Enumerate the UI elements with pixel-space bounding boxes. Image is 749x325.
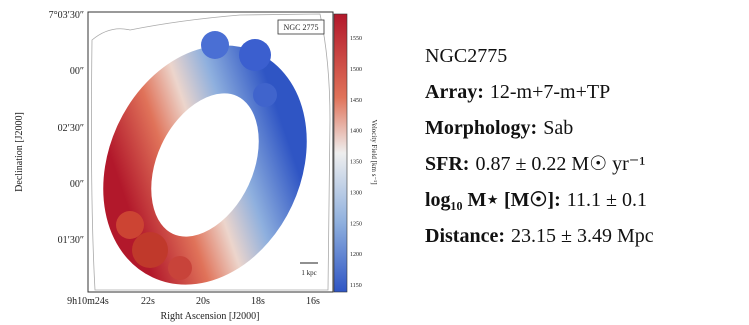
colorbar-tick-label: 1500 bbox=[350, 67, 362, 73]
y-tick-label: 7°03′30″ bbox=[49, 10, 84, 21]
x-tick-label: 16s bbox=[306, 296, 320, 307]
y-axis-label: Declination [J2000] bbox=[14, 112, 25, 192]
info-value: 12-m+7-m+TP bbox=[490, 81, 610, 103]
info-label: Array: bbox=[425, 81, 484, 103]
colorbar-label: Velocity Field [km s⁻¹] bbox=[370, 119, 378, 184]
panel-label: NGC 2775 bbox=[284, 23, 319, 32]
colorbar-tick-label: 1350 bbox=[350, 160, 362, 166]
x-tick-label: 20s bbox=[196, 296, 210, 307]
page: NGC 2775 1 kpc Velocity Field [km s⁻¹] 1… bbox=[0, 0, 749, 325]
galaxy-name: NGC2775 bbox=[425, 38, 654, 74]
colorbar-tick-label: 1250 bbox=[350, 221, 362, 227]
x-tick-label: 18s bbox=[251, 296, 265, 307]
info-label: SFR: bbox=[425, 153, 469, 175]
info-value: 11.1 ± 0.1 bbox=[567, 189, 647, 211]
colorbar-tick-label: 1550 bbox=[350, 36, 362, 42]
info-row: Morphology: Sab bbox=[425, 110, 654, 146]
info-row: Array: 12-m+7-m+TP bbox=[425, 74, 654, 110]
colorbar-tick-label: 1300 bbox=[350, 190, 362, 196]
velocity-map-figure: NGC 2775 1 kpc Velocity Field [km s⁻¹] 1… bbox=[0, 0, 400, 325]
scale-bar-label: 1 kpc bbox=[301, 269, 316, 277]
info-row: Distance: 23.15 ± 3.49 Mpc bbox=[425, 218, 654, 254]
x-axis-label: Right Ascension [J2000] bbox=[161, 311, 260, 322]
info-label: log₁₀ M⋆ [M☉]: bbox=[425, 189, 561, 211]
info-row: SFR: 0.87 ± 0.22 M☉ yr⁻¹ bbox=[425, 146, 654, 182]
info-value: Sab bbox=[543, 117, 573, 139]
y-tick-label: 00″ bbox=[70, 179, 84, 190]
y-tick-label: 00″ bbox=[70, 66, 84, 77]
info-label: Distance: bbox=[425, 225, 505, 247]
colorbar-tick-label: 1150 bbox=[350, 283, 362, 289]
info-value: 23.15 ± 3.49 Mpc bbox=[511, 225, 654, 247]
info-row: log₁₀ M⋆ [M☉]: 11.1 ± 0.1 bbox=[425, 182, 654, 218]
y-tick-label: 01′30″ bbox=[58, 235, 84, 246]
x-tick-label: 22s bbox=[141, 296, 155, 307]
colorbar-tick-label: 1400 bbox=[350, 129, 362, 135]
colorbar-tick-label: 1200 bbox=[350, 252, 362, 258]
colorbar bbox=[334, 14, 347, 292]
info-value: 0.87 ± 0.22 M☉ yr⁻¹ bbox=[475, 153, 645, 175]
y-tick-label: 02′30″ bbox=[58, 123, 84, 134]
info-label: Morphology: bbox=[425, 117, 537, 139]
colorbar-tick-label: 1450 bbox=[350, 98, 362, 104]
x-tick-label: 9h10m24s bbox=[67, 296, 109, 307]
